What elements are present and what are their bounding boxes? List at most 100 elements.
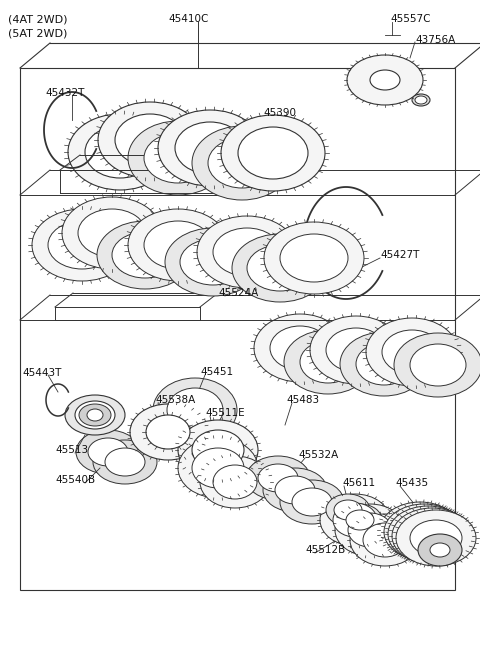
Ellipse shape: [392, 508, 472, 564]
Text: 45611: 45611: [342, 478, 375, 488]
Ellipse shape: [75, 401, 115, 429]
Ellipse shape: [128, 121, 228, 195]
Ellipse shape: [348, 513, 392, 547]
Ellipse shape: [338, 504, 382, 536]
Ellipse shape: [32, 209, 132, 281]
Ellipse shape: [335, 504, 405, 556]
Ellipse shape: [346, 510, 374, 530]
Ellipse shape: [192, 126, 292, 200]
Ellipse shape: [79, 404, 111, 426]
Ellipse shape: [98, 102, 202, 178]
Ellipse shape: [415, 96, 427, 104]
Ellipse shape: [97, 221, 193, 289]
Ellipse shape: [175, 122, 245, 174]
Ellipse shape: [350, 514, 420, 566]
Ellipse shape: [320, 494, 390, 546]
Text: 45432T: 45432T: [45, 88, 84, 98]
Ellipse shape: [221, 115, 325, 191]
Text: 45538A: 45538A: [155, 395, 195, 405]
Ellipse shape: [402, 516, 454, 552]
Ellipse shape: [326, 494, 370, 526]
Ellipse shape: [65, 395, 125, 435]
Ellipse shape: [394, 333, 480, 397]
Ellipse shape: [197, 216, 297, 288]
Ellipse shape: [264, 222, 364, 294]
Ellipse shape: [388, 506, 468, 562]
Ellipse shape: [430, 543, 450, 557]
Ellipse shape: [105, 448, 145, 476]
Ellipse shape: [418, 534, 462, 566]
Ellipse shape: [275, 476, 315, 504]
Text: 45390: 45390: [263, 108, 296, 118]
Ellipse shape: [213, 465, 257, 499]
Ellipse shape: [410, 520, 462, 556]
Ellipse shape: [213, 228, 281, 276]
Text: 45427T: 45427T: [380, 250, 420, 260]
Text: 45532A: 45532A: [298, 450, 338, 460]
Ellipse shape: [334, 500, 362, 520]
Ellipse shape: [340, 332, 428, 396]
Text: 45410C: 45410C: [168, 14, 208, 24]
Ellipse shape: [366, 318, 458, 386]
Ellipse shape: [247, 245, 313, 291]
Text: 45513: 45513: [55, 445, 88, 455]
Ellipse shape: [112, 232, 178, 278]
Ellipse shape: [144, 221, 212, 269]
Text: 45451: 45451: [200, 367, 233, 377]
Text: 45443T: 45443T: [22, 368, 61, 378]
Text: 45524A: 45524A: [218, 288, 258, 298]
Ellipse shape: [280, 234, 348, 282]
Text: 45483: 45483: [286, 395, 319, 405]
Ellipse shape: [406, 518, 458, 554]
Ellipse shape: [62, 197, 162, 269]
Ellipse shape: [130, 404, 206, 460]
Ellipse shape: [85, 126, 155, 178]
Ellipse shape: [146, 415, 190, 449]
Ellipse shape: [292, 488, 332, 516]
Text: (5AT 2WD): (5AT 2WD): [8, 28, 67, 38]
Ellipse shape: [192, 448, 244, 488]
Ellipse shape: [115, 114, 185, 166]
Ellipse shape: [412, 94, 430, 106]
Ellipse shape: [347, 55, 423, 105]
Bar: [20, 68, 455, 590]
Ellipse shape: [258, 464, 298, 492]
Ellipse shape: [165, 228, 261, 296]
Ellipse shape: [363, 523, 407, 557]
Ellipse shape: [200, 456, 270, 508]
Ellipse shape: [68, 114, 172, 190]
Ellipse shape: [396, 510, 476, 566]
Ellipse shape: [178, 438, 258, 498]
Text: 45540B: 45540B: [55, 475, 95, 485]
Ellipse shape: [270, 326, 330, 370]
Ellipse shape: [180, 239, 246, 285]
Ellipse shape: [398, 514, 450, 550]
Text: 45435: 45435: [395, 478, 428, 488]
Ellipse shape: [254, 314, 346, 382]
Ellipse shape: [300, 341, 356, 383]
Text: 43756A: 43756A: [415, 35, 455, 45]
Ellipse shape: [76, 430, 140, 474]
Ellipse shape: [144, 133, 212, 183]
Ellipse shape: [246, 456, 310, 500]
Ellipse shape: [410, 344, 466, 386]
Ellipse shape: [93, 440, 157, 484]
Ellipse shape: [370, 70, 400, 90]
Ellipse shape: [263, 468, 327, 512]
Ellipse shape: [384, 504, 464, 560]
Text: 45511E: 45511E: [205, 408, 245, 418]
Ellipse shape: [48, 221, 116, 269]
Ellipse shape: [87, 409, 103, 421]
Ellipse shape: [280, 480, 344, 524]
Ellipse shape: [310, 316, 402, 384]
Ellipse shape: [158, 110, 262, 186]
Ellipse shape: [333, 503, 377, 537]
Ellipse shape: [380, 502, 460, 558]
Ellipse shape: [78, 209, 146, 257]
Ellipse shape: [88, 438, 128, 466]
Ellipse shape: [382, 330, 442, 374]
Ellipse shape: [238, 127, 308, 179]
Ellipse shape: [153, 378, 237, 442]
Ellipse shape: [128, 209, 228, 281]
Text: 45512B: 45512B: [305, 545, 345, 555]
